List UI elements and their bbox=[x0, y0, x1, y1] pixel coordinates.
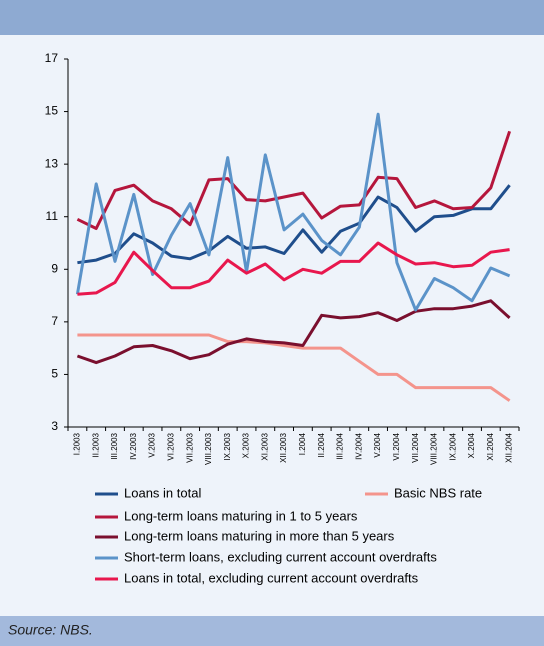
source: Source: NBS. bbox=[8, 622, 93, 638]
x-tick-label: I.2004 bbox=[298, 432, 307, 455]
x-tick-label: XII.2003 bbox=[279, 432, 288, 462]
x-tick-label: X.2003 bbox=[242, 432, 251, 458]
x-tick-label: IX.2003 bbox=[223, 432, 232, 460]
x-tick-label: V.2004 bbox=[373, 432, 382, 457]
legend-label: Loans in total, excluding current accoun… bbox=[124, 570, 419, 585]
legend-label: Long-term loans maturing in more than 5 … bbox=[124, 528, 395, 543]
series-line bbox=[76, 130, 512, 230]
x-tick-label: I.2003 bbox=[73, 432, 82, 455]
series-line bbox=[76, 299, 511, 365]
x-tick-label: VI.2003 bbox=[166, 432, 175, 460]
x-tick-label: XI.2004 bbox=[486, 432, 495, 460]
y-tick-label: 17 bbox=[45, 51, 59, 65]
y-tick-label: 7 bbox=[51, 314, 58, 328]
x-tick-label: II.2004 bbox=[317, 432, 326, 457]
x-tick-label: X.2004 bbox=[467, 432, 476, 458]
x-tick-label: IX.2004 bbox=[448, 432, 457, 460]
legend-label: Loans in total bbox=[124, 485, 201, 500]
x-tick-label: VII.2004 bbox=[411, 432, 420, 462]
series-line bbox=[75, 112, 511, 312]
x-tick-label: V.2003 bbox=[148, 432, 157, 457]
y-tick-label: 11 bbox=[46, 209, 59, 223]
series-line bbox=[77, 241, 510, 296]
x-tick-label: VII.2003 bbox=[185, 432, 194, 462]
legend-label: Basic NBS rate bbox=[394, 485, 482, 500]
x-tick-label: IV.2003 bbox=[129, 432, 138, 459]
y-tick-label: 5 bbox=[51, 367, 58, 381]
y-tick-label: 15 bbox=[45, 104, 59, 118]
series-line bbox=[77, 184, 511, 265]
y-tick-label: 3 bbox=[51, 419, 58, 433]
header-band bbox=[0, 0, 544, 35]
x-tick-label: VIII.2003 bbox=[204, 432, 213, 465]
x-tick-label: IV.2004 bbox=[354, 432, 363, 459]
series-line bbox=[77, 333, 511, 402]
x-tick-label: VIII.2004 bbox=[430, 432, 439, 465]
x-tick-label: III.2003 bbox=[110, 432, 119, 459]
x-tick-label: III.2004 bbox=[336, 432, 345, 459]
footer-band bbox=[0, 616, 544, 646]
x-tick-label: XII.2004 bbox=[505, 432, 514, 462]
x-tick-label: II.2003 bbox=[91, 432, 100, 457]
y-tick-label: 13 bbox=[45, 156, 59, 170]
y-tick-label: 9 bbox=[51, 261, 58, 275]
legend-label: Short-term loans, excluding current acco… bbox=[124, 549, 437, 564]
legend-label: Long-term loans maturing in 1 to 5 years bbox=[124, 508, 358, 523]
x-tick-label: XI.2003 bbox=[260, 432, 269, 460]
x-tick-label: VI.2004 bbox=[392, 432, 401, 460]
